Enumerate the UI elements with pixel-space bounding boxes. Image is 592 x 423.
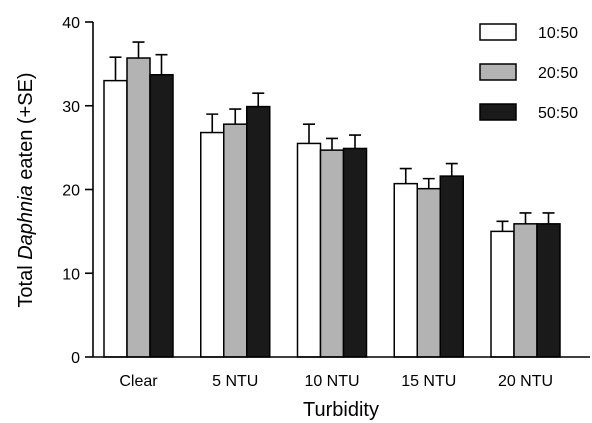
y-tick-label: 30 [62,99,80,116]
error-bar [445,162,458,177]
bar [223,123,248,358]
legend-swatch [479,103,517,121]
error-bar [229,108,242,125]
error-bar [206,113,219,133]
bar [342,147,368,358]
y-tick-label: 0 [71,350,80,367]
legend-label: 10:50 [538,25,578,42]
bar [490,230,515,358]
error-bar [519,212,532,224]
error-bar [155,53,168,75]
error-bar [542,212,555,224]
error-bar [132,41,145,59]
y-tick-label: 20 [62,183,80,200]
y-axis-title: Total Daphnia eaten (+SE) [15,72,37,307]
y-tick-label: 10 [62,266,80,283]
x-tick-label: 10 NTU [304,373,359,390]
bars-layer [103,41,561,358]
bar [536,223,561,358]
y-ticks: 0 10 20 30 40 [62,15,93,367]
bar [149,74,174,358]
legend-label: 50:50 [538,105,578,122]
y-tick-label: 40 [62,15,80,32]
error-bar [303,123,315,144]
legend-swatch [479,23,517,41]
x-axis-title: Turbidity [303,399,379,421]
x-tick-label: Clear [119,373,158,390]
legend-label: 20:50 [538,65,578,82]
bar [416,187,441,358]
y-axis-title-suffix: eaten (+SE) [15,72,37,185]
y-axis-title-italic: Daphnia [15,185,37,260]
error-bar [349,134,361,149]
x-tick-label: 5 NTU [212,373,258,390]
legend-swatch [479,63,517,81]
error-bar [496,220,509,232]
y-axis-title-prefix: Total [15,260,37,308]
x-tick-label: 20 NTU [498,373,553,390]
error-bar [399,167,412,184]
bar [296,142,322,358]
bar [126,57,151,358]
error-bar [326,137,338,151]
bar [513,223,538,358]
error-bar [422,177,435,189]
error-bar [109,56,122,81]
bar [393,182,418,358]
bar [103,79,128,358]
x-tick-label: 15 NTU [401,373,456,390]
legend: 10:50 20:50 50:50 [479,23,578,122]
bar [246,105,271,358]
x-tick-labels: Clear 5 NTU 10 NTU 15 NTU 20 NTU [119,373,553,390]
bar [200,131,225,358]
bar [319,149,345,358]
bar [439,175,464,358]
error-bar [252,92,265,107]
